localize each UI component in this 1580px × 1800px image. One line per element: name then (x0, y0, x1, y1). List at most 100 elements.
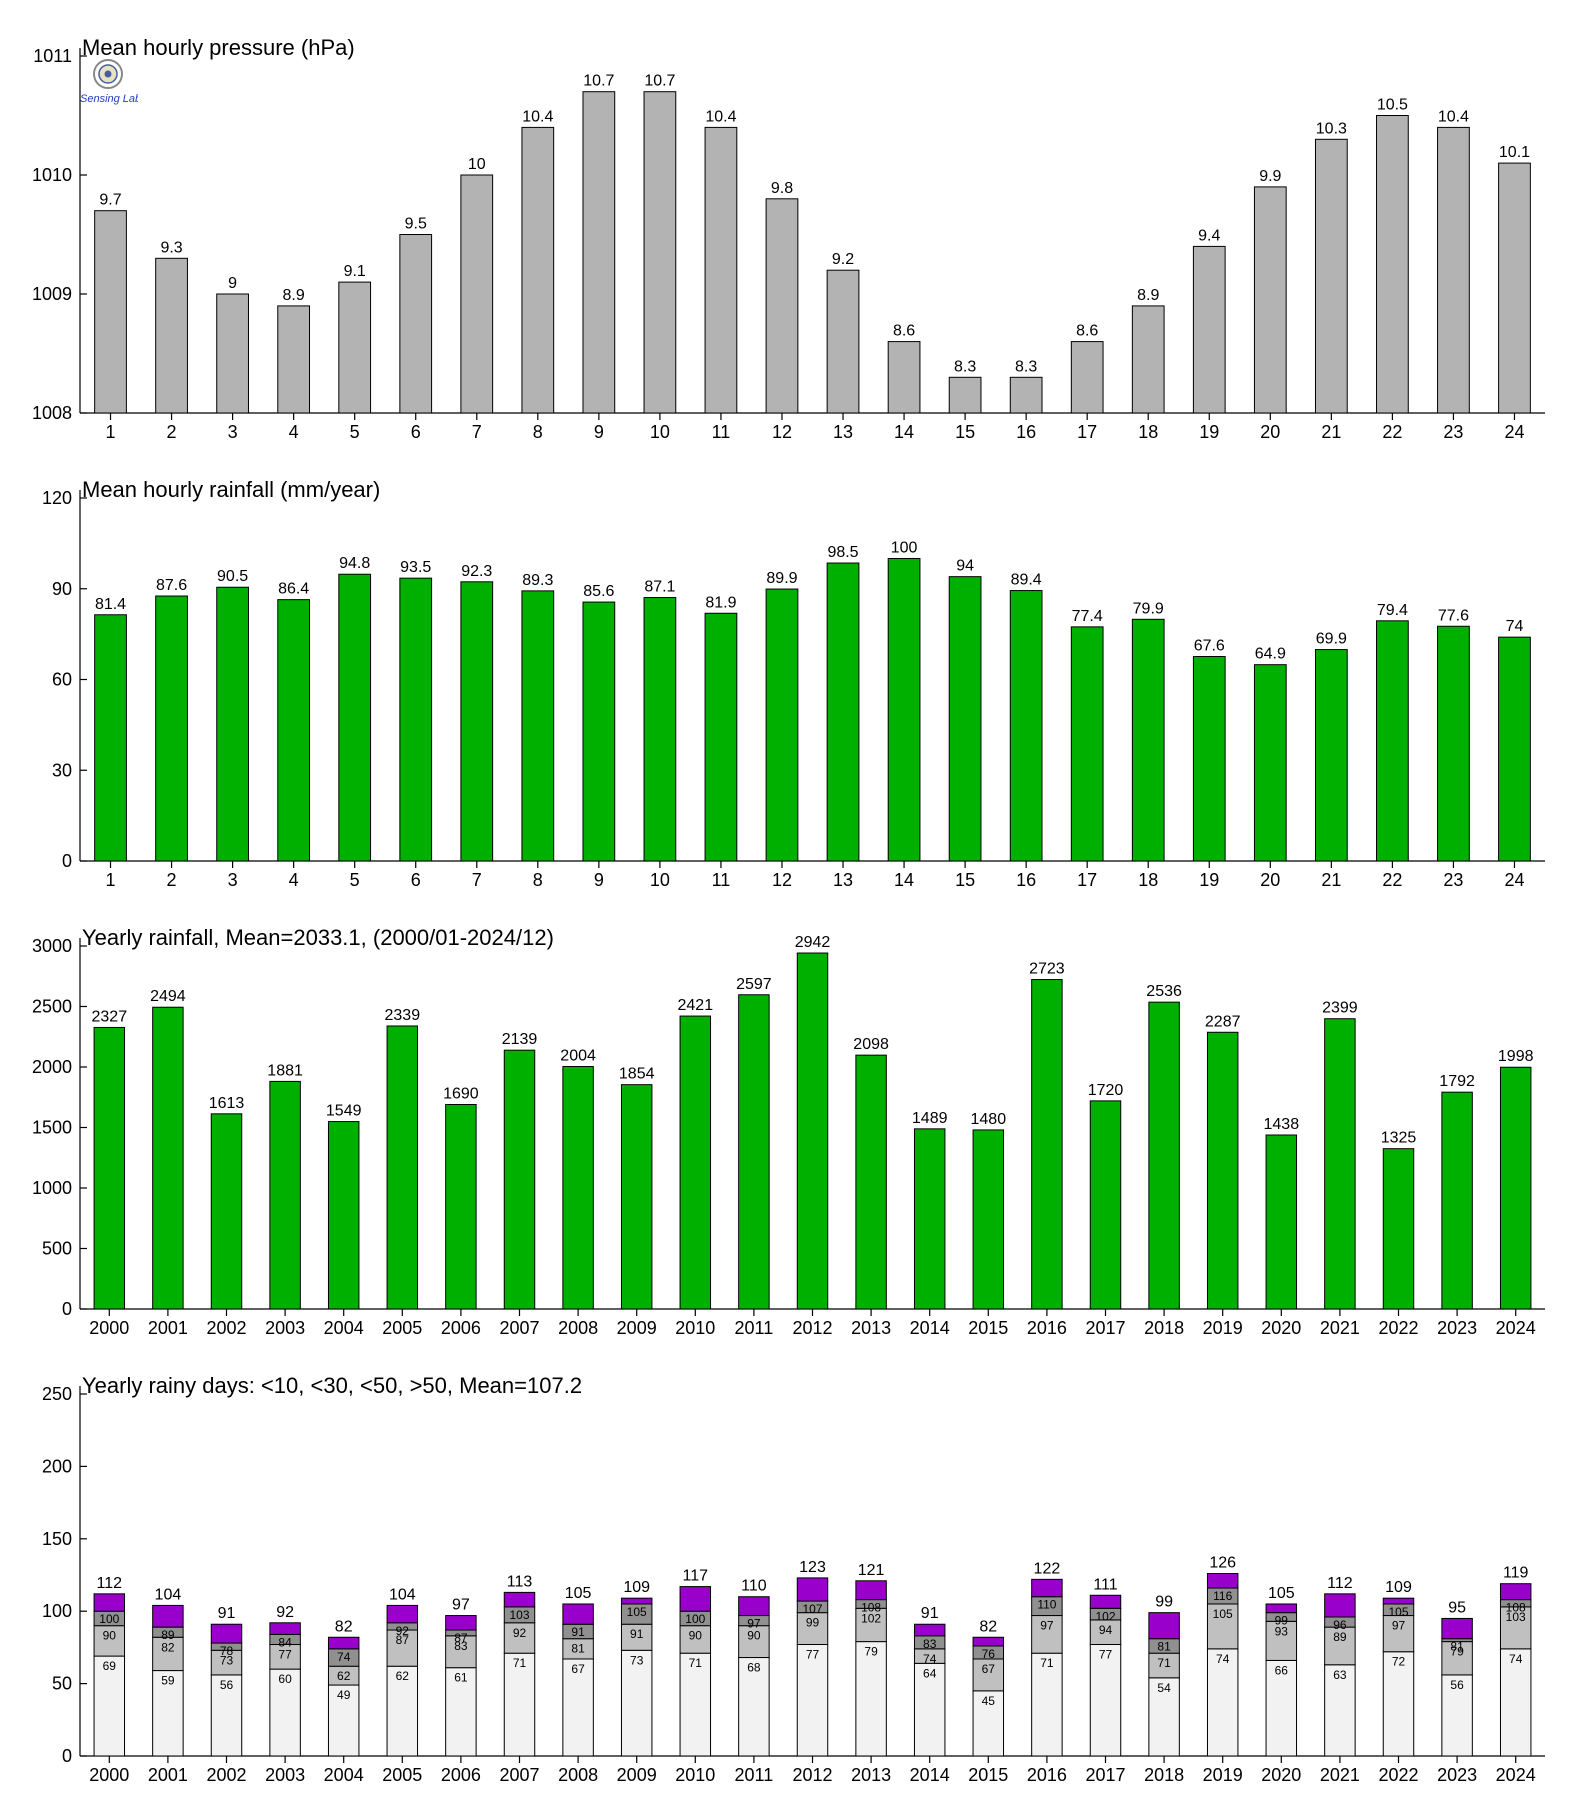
segment-lt10-label: 59 (161, 1674, 175, 1688)
segment-lt10-label: 71 (1040, 1656, 1054, 1670)
chart-panel-1: Mean hourly pressure (hPa)10081009101010… (32, 35, 1545, 442)
x-tick-label: 2011 (735, 1318, 774, 1338)
bar-value-label: 1881 (267, 1062, 303, 1079)
bar (1206, 1031, 1239, 1310)
bar (210, 1113, 243, 1310)
x-tick-label: 23 (1443, 870, 1463, 890)
segment-lt10-label: 69 (103, 1659, 117, 1673)
bar-total-label: 119 (1503, 1565, 1529, 1582)
bar (1009, 376, 1043, 414)
x-tick-label: 21 (1321, 422, 1341, 442)
bar (679, 1015, 712, 1310)
chart-panel-2: Mean hourly rainfall (mm/year)0306090120… (42, 477, 1545, 890)
segment-lt30 (620, 1623, 653, 1651)
x-tick-label: 18 (1138, 870, 1158, 890)
segment-lt10 (503, 1652, 536, 1757)
segment-lt30-label: 93 (1275, 1624, 1289, 1638)
x-tick-label: 23 (1443, 422, 1463, 442)
y-tick-label: 250 (42, 1384, 72, 1404)
x-tick-label: 2006 (441, 1765, 481, 1785)
bar-value-label: 87.1 (644, 579, 675, 596)
segment-lt30-label: 71 (1157, 1656, 1171, 1670)
bar-value-label: 1998 (1498, 1048, 1534, 1065)
bar (704, 612, 738, 862)
segment-lt10 (386, 1665, 419, 1757)
y-tick-label: 50 (52, 1674, 72, 1694)
bar (327, 1121, 360, 1310)
segment-gt50 (445, 1615, 477, 1631)
segment-lt10-label: 79 (864, 1645, 878, 1659)
x-tick-label: 2021 (1320, 1318, 1360, 1338)
segment-lt30 (445, 1635, 477, 1669)
bar (562, 1066, 594, 1310)
segment-lt10 (1382, 1651, 1415, 1757)
segment-lt30-label: 87 (396, 1633, 410, 1647)
bar (1253, 664, 1287, 862)
segment-lt10-label: 61 (454, 1671, 468, 1685)
x-tick-label: 19 (1199, 422, 1219, 442)
bar (399, 577, 433, 862)
segment-lt30-label: 73 (220, 1653, 234, 1667)
bar (704, 126, 738, 414)
segment-gt50 (1265, 1603, 1298, 1614)
bar-value-label: 1854 (619, 1066, 655, 1083)
bar-value-label: 9.5 (405, 216, 427, 233)
segment-gt50 (562, 1603, 594, 1625)
segment-lt10-label: 56 (220, 1678, 234, 1692)
segment-lt10-label: 74 (1216, 1652, 1230, 1666)
segment-gt50 (269, 1622, 301, 1635)
bar-value-label: 69.9 (1316, 631, 1347, 648)
bar (1437, 625, 1470, 862)
segment-lt10-label: 68 (747, 1661, 761, 1675)
segment-gt50 (1499, 1583, 1532, 1601)
segment-lt50-label: 84 (278, 1635, 292, 1649)
bar-value-label: 2494 (150, 988, 186, 1005)
x-tick-label: 2010 (675, 1765, 715, 1785)
segment-gt50 (327, 1636, 360, 1650)
x-tick-label: 17 (1077, 870, 1097, 890)
bar-value-label: 94.8 (339, 555, 370, 572)
bar-value-label: 10.7 (583, 73, 614, 90)
segment-lt30 (855, 1607, 887, 1643)
x-tick-label: 2007 (499, 1318, 539, 1338)
bar-value-label: 67.6 (1194, 638, 1225, 655)
bar-value-label: 77.6 (1438, 607, 1469, 624)
bar-value-label: 1792 (1439, 1073, 1475, 1090)
bar-value-label: 89.9 (766, 570, 797, 587)
x-tick-label: 2005 (382, 1765, 422, 1785)
segment-lt30-label: 90 (689, 1629, 703, 1643)
bar (503, 1049, 536, 1310)
segment-lt10 (1441, 1674, 1473, 1757)
bar-value-label: 89.4 (1011, 572, 1042, 589)
x-tick-label: 2016 (1027, 1765, 1067, 1785)
bar-value-label: 10.4 (1438, 108, 1469, 125)
segment-lt30-label: 90 (747, 1629, 761, 1643)
x-tick-label: 11 (712, 870, 731, 890)
bar (386, 1025, 419, 1310)
segment-lt30 (1089, 1619, 1122, 1646)
bar (1070, 341, 1104, 414)
segment-lt10-label: 67 (571, 1662, 585, 1676)
bar (887, 558, 921, 862)
bar-value-label: 85.6 (583, 583, 614, 600)
bar-total-label: 105 (565, 1585, 592, 1602)
bar-value-label: 81.9 (705, 594, 736, 611)
segment-lt10-label: 64 (923, 1666, 937, 1680)
x-tick-label: 2000 (89, 1318, 129, 1338)
segment-lt10-label: 45 (982, 1694, 996, 1708)
segment-lt10 (913, 1662, 946, 1757)
segment-lt30 (738, 1625, 770, 1659)
bar-value-label: 9.9 (1259, 168, 1281, 185)
bar-total-label: 109 (1385, 1579, 1412, 1596)
segment-lt30-label: 97 (1040, 1619, 1054, 1633)
bar (1031, 979, 1063, 1310)
segment-lt10 (738, 1657, 770, 1757)
bar (1192, 245, 1226, 414)
x-tick-label: 2020 (1261, 1765, 1301, 1785)
segment-lt10-label: 62 (396, 1669, 410, 1683)
x-tick-label: 2009 (617, 1318, 657, 1338)
segment-lt30 (1382, 1615, 1415, 1653)
y-tick-label: 1000 (32, 1178, 72, 1198)
bar-value-label: 10.5 (1377, 97, 1408, 114)
bar (338, 281, 372, 414)
